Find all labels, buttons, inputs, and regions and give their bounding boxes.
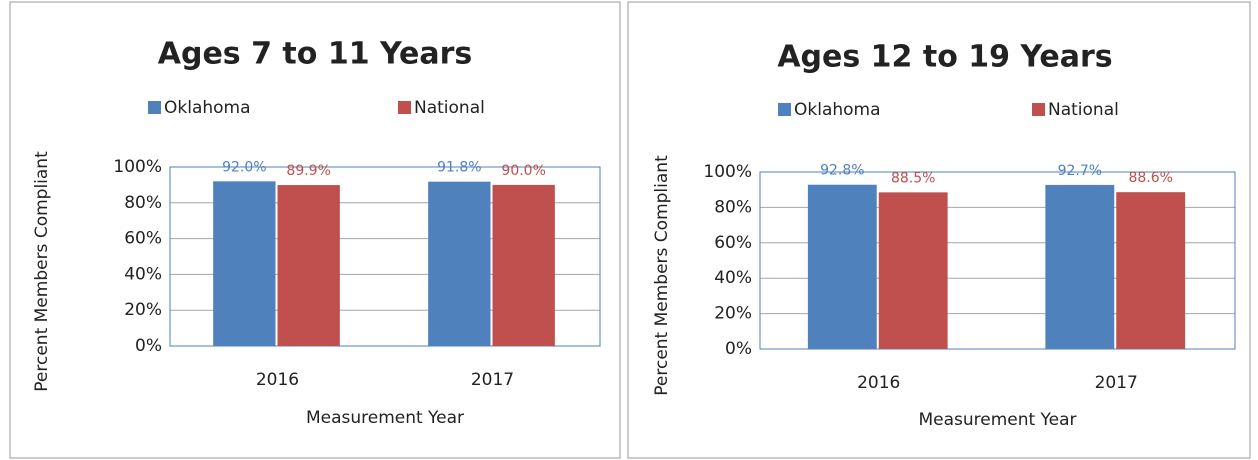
legend-label: National	[414, 98, 485, 118]
y-tick-label: 60%	[124, 229, 162, 249]
bar	[492, 184, 555, 346]
value-label: 92.8%	[820, 163, 864, 179]
bar	[878, 192, 948, 349]
value-label: 89.9%	[286, 163, 330, 179]
value-label: 88.5%	[891, 170, 935, 186]
y-tick-label: 40%	[124, 264, 162, 284]
legend-label: National	[1048, 100, 1119, 120]
x-tick-label: 2016	[857, 373, 900, 393]
y-tick-label: 100%	[703, 162, 752, 182]
y-tick-label: 20%	[714, 304, 752, 324]
y-tick-label: 80%	[714, 197, 752, 217]
chart-title: Ages 12 to 19 Years	[777, 40, 1112, 75]
bar	[277, 185, 340, 346]
y-tick-label: 40%	[714, 268, 752, 288]
y-axis-title: Percent Members Compliant	[32, 151, 52, 392]
legend-label: Oklahoma	[794, 100, 881, 120]
y-tick-label: 60%	[714, 233, 752, 253]
legend-swatch	[1032, 103, 1045, 116]
value-label: 92.7%	[1058, 163, 1102, 179]
y-tick-label: 80%	[124, 193, 162, 213]
x-tick-label: 2017	[471, 370, 514, 390]
value-label: 91.8%	[437, 160, 481, 176]
bar	[1045, 184, 1115, 349]
y-axis-title: Percent Members Compliant	[652, 155, 672, 396]
x-axis-title: Measurement Year	[918, 410, 1076, 430]
x-tick-label: 2016	[256, 370, 299, 390]
y-tick-label: 0%	[135, 336, 162, 356]
x-axis-title: Measurement Year	[306, 408, 464, 428]
chart-title: Ages 7 to 11 Years	[158, 37, 472, 72]
bar	[1116, 192, 1186, 349]
plot-area	[169, 166, 601, 347]
legend-swatch	[778, 103, 791, 116]
y-tick-label: 100%	[113, 157, 162, 177]
legend-label: Oklahoma	[164, 98, 251, 118]
y-tick-label: 20%	[124, 300, 162, 320]
bar	[213, 181, 276, 346]
bar	[428, 181, 491, 346]
x-tick-label: 2017	[1095, 373, 1138, 393]
y-tick-label: 0%	[725, 339, 752, 359]
legend-swatch	[398, 101, 411, 114]
legend-swatch	[148, 101, 161, 114]
value-label: 90.0%	[501, 163, 545, 179]
value-label: 88.6%	[1128, 170, 1172, 186]
bar	[807, 184, 877, 349]
plot-area	[759, 171, 1236, 350]
value-label: 92.0%	[222, 159, 266, 175]
